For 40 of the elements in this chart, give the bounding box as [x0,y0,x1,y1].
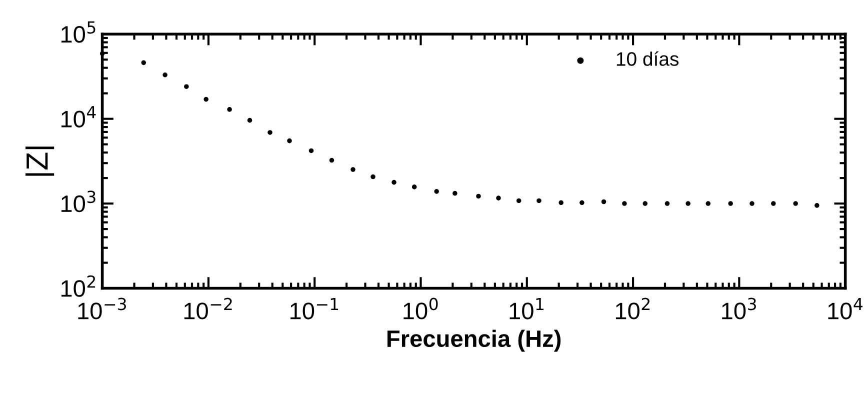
point [370,174,376,180]
point [350,167,356,172]
x-tick-label: 10$^{−1}$ [290,298,338,320]
point [184,84,189,90]
point [622,201,627,206]
point [601,199,606,204]
point [516,198,522,204]
point [287,138,292,144]
y-tick-label: 10$^{4}$ [61,106,96,128]
point [580,200,584,206]
y-tick-label: 10$^{5}$ [61,21,96,43]
point [728,201,733,206]
point [706,201,711,206]
x-axis-title: Frecuencia (Hz) [387,330,561,352]
x-tick-label: 10$^{1}$ [510,298,544,320]
point [392,180,396,185]
point [686,201,690,206]
y-tick-label: 10$^{3}$ [61,190,96,212]
x-tick-label: 10$^{−3}$ [78,298,126,320]
point [204,96,208,102]
x-tick-label: 10$^{3}$ [722,298,756,320]
y-axis-title: |Z| [25,146,54,176]
point [162,72,168,78]
y-tick-label: 10$^{2}$ [61,275,96,297]
x-tick-label: 10$^{−2}$ [184,298,232,320]
x-tick-label: 10$^{4}$ [828,298,863,320]
point [308,148,314,154]
point [496,196,501,200]
point [664,201,670,206]
legend-label: 10 días [616,51,679,66]
point [642,201,648,206]
x-tick-label: 10$^{2}$ [616,298,650,320]
point [141,60,146,66]
point [268,130,272,135]
point [558,200,564,206]
point [434,189,439,194]
point [412,184,417,190]
x-tick-label: 10$^{0}$ [404,298,438,320]
point [329,158,334,163]
point [476,194,481,199]
